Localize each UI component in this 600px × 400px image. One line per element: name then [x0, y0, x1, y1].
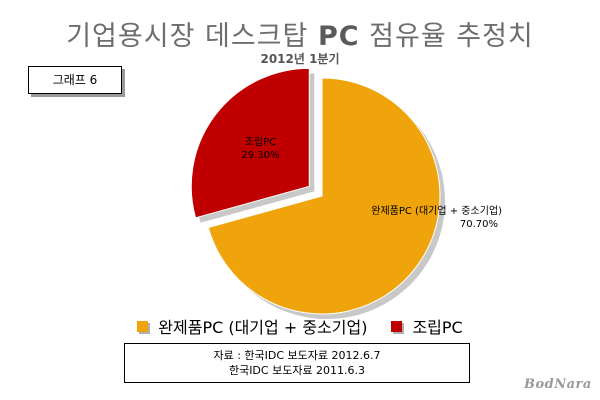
- legend-swatch-assembled-pc: [391, 320, 403, 332]
- chart-title: 기업용시장 데스크탑 PC 점유율 추정치: [0, 14, 600, 53]
- title-main: 기업용시장 데스크탑: [66, 21, 318, 52]
- pie-slice-complete-pc: [207, 77, 441, 315]
- legend-item-complete-pc: 완제품PC (대기업 + 중소기업): [137, 314, 367, 338]
- source-line-1: 자료 : 한국IDC 보도자료 2012.6.7: [213, 349, 381, 362]
- source-box: 자료 : 한국IDC 보도자료 2012.6.7 한국IDC 보도자료 2011…: [124, 343, 470, 383]
- slice-label-complete-pc: 완제품PC (대기업 + 중소기업) 70.70%: [371, 204, 502, 230]
- chart-legend: 완제품PC (대기업 + 중소기업) 조립PC: [0, 314, 600, 338]
- legend-item-assembled-pc: 조립PC: [391, 314, 463, 338]
- title-end: 점유율 추정치: [359, 21, 534, 52]
- chart-subtitle: 2012년 1분기: [260, 52, 340, 66]
- slice-label-assembled-pc: 조립PC 29.30%: [241, 135, 279, 161]
- graph-number-badge: 그래프 6: [28, 66, 122, 94]
- source-line-2: 한국IDC 보도자료 2011.6.3: [228, 364, 366, 377]
- legend-label-complete-pc: 완제품PC (대기업 + 중소기업): [158, 318, 368, 337]
- bodnara-logo: BodNara: [524, 377, 592, 392]
- pie-slice-assembled-pc: [190, 67, 310, 219]
- legend-label-assembled-pc: 조립PC: [412, 318, 463, 337]
- title-pc: PC: [317, 21, 360, 52]
- legend-swatch-complete-pc: [137, 320, 149, 332]
